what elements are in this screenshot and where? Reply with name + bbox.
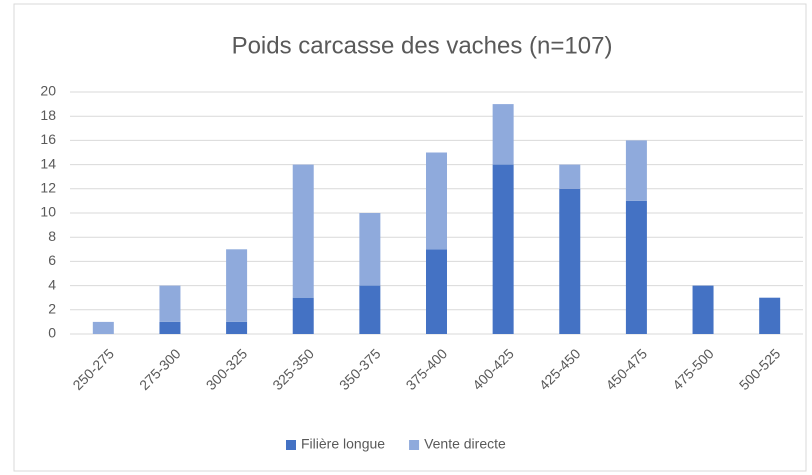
bar-segment xyxy=(692,285,714,334)
y-tick-label: 6 xyxy=(48,252,56,268)
y-tick-label: 20 xyxy=(40,83,56,99)
y-tick-label: 16 xyxy=(40,131,56,147)
bar-segment xyxy=(625,140,647,201)
bar-segment xyxy=(559,164,581,189)
bar-segment xyxy=(559,188,581,334)
bar-segment xyxy=(92,321,114,334)
legend-swatch xyxy=(409,440,420,450)
bar-segment xyxy=(759,297,781,334)
legend-label: Vente directe xyxy=(424,436,506,452)
y-tick-label: 2 xyxy=(48,301,56,317)
bar-segment xyxy=(625,200,647,334)
bar-segment xyxy=(292,297,314,334)
bar-segment xyxy=(226,321,248,334)
bar-segment xyxy=(426,249,447,334)
bar-segment xyxy=(426,152,447,250)
y-tick-label: 8 xyxy=(48,228,56,244)
bar-segment xyxy=(492,164,514,334)
bar-segment xyxy=(226,249,248,322)
y-tick-label: 12 xyxy=(40,180,56,196)
y-tick-label: 18 xyxy=(40,107,56,123)
bar-segment xyxy=(492,104,514,165)
chart-title: Poids carcasse des vaches (n=107) xyxy=(232,32,613,59)
bar-segment xyxy=(359,285,381,334)
y-tick-label: 0 xyxy=(48,325,56,341)
y-tick-label: 10 xyxy=(40,204,56,220)
bar-segment xyxy=(159,285,181,322)
y-tick-label: 14 xyxy=(40,155,56,171)
bar-segment xyxy=(359,213,381,286)
y-tick-label: 4 xyxy=(48,276,56,292)
bar-segment xyxy=(292,164,314,298)
legend-swatch xyxy=(286,440,296,450)
legend-label: Filière longue xyxy=(301,436,385,452)
bar-segment xyxy=(159,321,181,334)
